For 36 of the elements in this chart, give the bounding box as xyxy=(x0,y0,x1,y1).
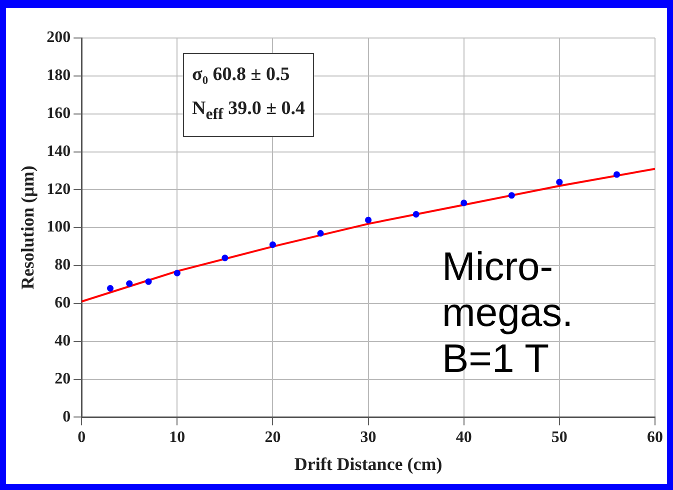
x-tick-label: 20 xyxy=(264,428,281,446)
x-tick-label: 30 xyxy=(360,428,376,446)
y-tick-label: 100 xyxy=(46,218,71,236)
y-tick-label: 140 xyxy=(46,142,71,160)
x-tick-label: 0 xyxy=(78,428,86,446)
x-axis-title: Drift Distance (cm) xyxy=(294,454,442,474)
annotation: Micro- megas. B=1 T xyxy=(442,244,574,382)
y-tick-label: 0 xyxy=(62,408,71,426)
y-tick-label: 180 xyxy=(46,67,71,84)
x-tick-label: 50 xyxy=(551,428,568,446)
y-tick-label: 80 xyxy=(54,256,71,274)
y-tick-label: 160 xyxy=(46,104,71,122)
annotation: N$_{eff}$ 39.0 ± 0.4 xyxy=(192,97,305,125)
y-axis-title: Resolution (µm) xyxy=(17,166,38,290)
point xyxy=(412,211,420,218)
point xyxy=(145,278,152,285)
point xyxy=(460,200,468,206)
point xyxy=(317,230,324,237)
point xyxy=(174,270,180,276)
point xyxy=(222,254,228,262)
point xyxy=(106,284,114,292)
x-tick-label: 40 xyxy=(456,428,472,446)
y-tick-label: 120 xyxy=(46,180,71,198)
y-tick-label: 20 xyxy=(54,370,71,388)
x-tick-label: 60 xyxy=(647,428,663,446)
point xyxy=(365,216,372,224)
annotation: σ₀ 60.8 ± 0.5 xyxy=(192,63,291,87)
point xyxy=(269,241,276,248)
point xyxy=(126,280,133,287)
x-tick-label: 10 xyxy=(169,428,186,446)
y-tick-label: 60 xyxy=(54,294,71,312)
point xyxy=(556,178,563,186)
y-tick-label: 40 xyxy=(54,332,71,350)
y-tick-label: 200 xyxy=(46,29,71,46)
point xyxy=(508,192,515,199)
point xyxy=(613,171,620,178)
